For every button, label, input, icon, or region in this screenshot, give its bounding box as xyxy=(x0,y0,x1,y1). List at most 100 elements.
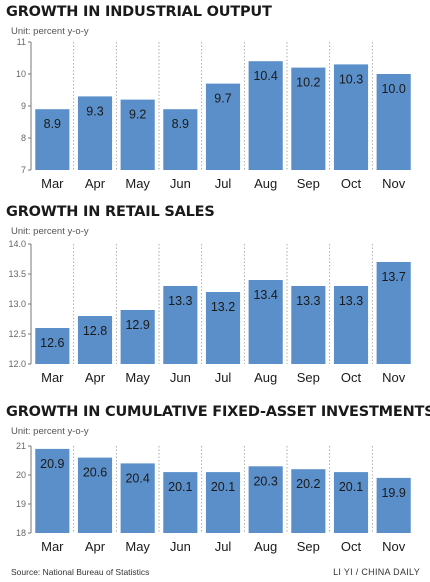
x-tick-label: Jul xyxy=(215,370,232,385)
data-label: 13.2 xyxy=(211,300,235,314)
x-tick-label: Jul xyxy=(215,539,232,554)
panel-retail-sales: GROWTH IN RETAIL SALES Unit: percent y-o… xyxy=(0,204,430,394)
data-label: 13.7 xyxy=(381,270,405,284)
bar xyxy=(120,99,155,170)
y-tick-label: 12.5 xyxy=(8,329,26,339)
data-label: 12.8 xyxy=(83,324,107,338)
data-label: 20.9 xyxy=(40,457,64,471)
x-tick-label: Nov xyxy=(382,370,406,385)
chart-unit: Unit: percent y-o-y xyxy=(11,426,89,437)
x-tick-label: Mar xyxy=(41,176,64,191)
bar xyxy=(163,286,198,364)
panel-industrial-output: GROWTH IN INDUSTRIAL OUTPUT Unit: percen… xyxy=(0,4,430,194)
data-label: 8.9 xyxy=(172,117,189,131)
data-label: 8.9 xyxy=(44,117,61,131)
x-tick-label: Mar xyxy=(41,370,64,385)
bar xyxy=(163,109,198,170)
y-tick-label: 7 xyxy=(21,165,26,175)
x-tick-label: Sep xyxy=(297,176,320,191)
x-tick-label: Oct xyxy=(341,176,362,191)
x-tick-label: May xyxy=(125,370,150,385)
bar xyxy=(291,469,326,533)
data-label: 13.3 xyxy=(168,294,192,308)
y-tick-label: 14.0 xyxy=(8,239,26,249)
bar xyxy=(291,67,326,170)
x-tick-label: Nov xyxy=(382,539,406,554)
y-tick-label: 9 xyxy=(21,101,26,111)
x-tick-label: Oct xyxy=(341,370,362,385)
x-tick-label: Apr xyxy=(85,539,106,554)
y-tick-label: 10 xyxy=(16,69,26,79)
fixed-asset-investments-chart: 18 19 20 21 20.9 Mar 20.6 Apr 20.4 May 20.1 Jun 20.1… xyxy=(16,441,411,554)
data-label: 20.4 xyxy=(125,471,149,485)
bar xyxy=(248,61,283,171)
bar xyxy=(77,316,113,364)
x-tick-label: Apr xyxy=(85,176,106,191)
data-label: 9.7 xyxy=(214,92,231,106)
bar xyxy=(35,109,70,170)
data-label: 20.2 xyxy=(296,477,320,491)
retail-sales-chart: 12.0 12.5 13.0 13.5 14.0 12.6 Mar 12.8 Apr 12.9 Ma… xyxy=(8,239,411,385)
bar xyxy=(205,472,241,533)
data-label: 20.3 xyxy=(253,474,277,488)
x-tick-label: May xyxy=(125,539,150,554)
bar xyxy=(333,472,369,533)
chart-title: GROWTH IN CUMULATIVE FIXED-ASSET INVESTM… xyxy=(6,404,430,420)
x-tick-label: Jun xyxy=(170,370,191,385)
credit-line: LI YI / CHINA DAILY xyxy=(333,567,420,577)
source-note: Source: National Bureau of Statistics xyxy=(11,567,150,577)
data-label: 20.1 xyxy=(211,480,235,494)
data-label: 9.3 xyxy=(86,104,103,118)
x-tick-label: Sep xyxy=(297,539,320,554)
data-label: 10.2 xyxy=(296,76,320,90)
y-tick-label: 12.0 xyxy=(8,359,26,369)
bar xyxy=(291,286,326,364)
industrial-output-chart: 7 8 9 10 11 8.9 Mar 9.3 Apr 9.2 May 8.9 Jun 9.7 Jul 10.… xyxy=(16,38,411,191)
data-label: 10.0 xyxy=(381,82,405,96)
y-tick-label: 8 xyxy=(21,133,26,143)
data-label: 20.1 xyxy=(339,480,363,494)
x-tick-label: Nov xyxy=(382,176,406,191)
bar xyxy=(35,448,70,533)
bar xyxy=(77,96,113,170)
chart-unit: Unit: percent y-o-y xyxy=(11,26,89,37)
data-label: 9.2 xyxy=(129,108,146,122)
data-label: 20.1 xyxy=(168,480,192,494)
bar xyxy=(120,463,155,533)
x-tick-label: Aug xyxy=(254,176,277,191)
bar xyxy=(248,280,283,364)
x-tick-label: Jul xyxy=(215,176,232,191)
x-tick-label: Aug xyxy=(254,370,277,385)
bar xyxy=(77,457,113,533)
x-tick-label: May xyxy=(125,176,150,191)
chart-title: GROWTH IN RETAIL SALES xyxy=(6,204,215,220)
chart-unit: Unit: percent y-o-y xyxy=(11,226,89,237)
x-tick-label: Aug xyxy=(254,539,277,554)
chart-title: GROWTH IN INDUSTRIAL OUTPUT xyxy=(6,4,272,20)
bar xyxy=(376,262,411,364)
x-tick-label: Apr xyxy=(85,370,106,385)
x-tick-label: Jun xyxy=(170,539,191,554)
bar xyxy=(120,310,155,364)
bar xyxy=(376,74,411,170)
data-label: 10.4 xyxy=(253,69,277,83)
y-tick-label: 13.5 xyxy=(8,269,26,279)
data-label: 13.3 xyxy=(296,294,320,308)
x-tick-label: Mar xyxy=(41,539,64,554)
bar xyxy=(333,64,369,170)
data-label: 13.3 xyxy=(339,294,363,308)
bar xyxy=(333,286,369,364)
bar xyxy=(248,466,283,533)
y-tick-label: 19 xyxy=(16,499,26,509)
bar xyxy=(205,292,241,364)
data-label: 12.6 xyxy=(40,336,64,350)
bar xyxy=(163,472,198,533)
bar xyxy=(205,83,241,170)
data-label: 10.3 xyxy=(339,72,363,86)
y-tick-label: 21 xyxy=(16,441,26,451)
data-label: 12.9 xyxy=(125,318,149,332)
bar xyxy=(376,477,411,533)
y-tick-label: 11 xyxy=(17,38,26,47)
data-label: 20.6 xyxy=(83,466,107,480)
y-tick-label: 18 xyxy=(16,528,26,538)
